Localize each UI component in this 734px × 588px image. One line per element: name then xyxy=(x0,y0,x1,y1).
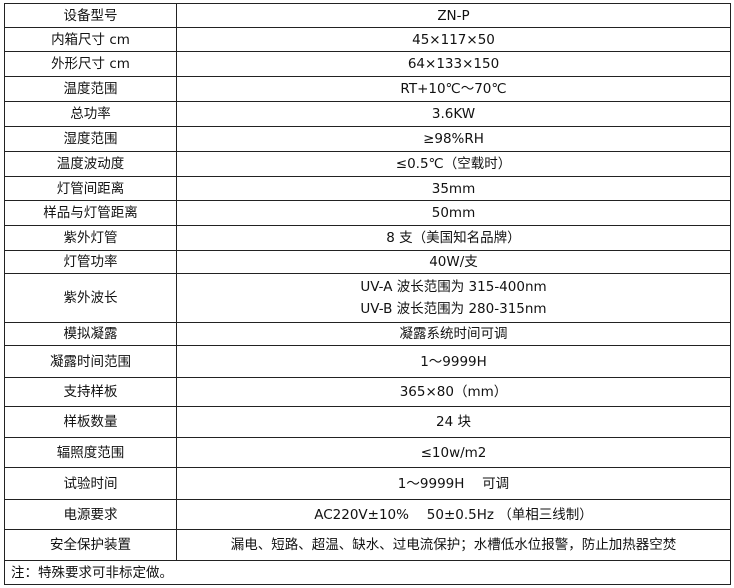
spec-value: 8 支（美国知名品牌） xyxy=(176,225,731,251)
spec-value: ≤0.5℃（空载时） xyxy=(176,151,731,177)
table-row: 辐照度范围 ≤10w/m2 xyxy=(4,437,731,468)
spec-label: 灯管间距离 xyxy=(4,176,177,201)
spec-label: 总功率 xyxy=(4,101,177,127)
spec-label: 外形尺寸 cm xyxy=(4,51,177,77)
spec-value: RT+10℃～70℃ xyxy=(176,76,731,102)
spec-value: 3.6KW xyxy=(176,101,731,127)
spec-label: 紫外波长 xyxy=(4,273,177,323)
spec-label: 温度范围 xyxy=(4,76,177,102)
spec-value: 40W/支 xyxy=(176,250,731,274)
table-row: 支持样板 365×80（mm） xyxy=(4,377,731,407)
spec-value: 50mm xyxy=(176,200,731,226)
spec-value: UV-A 波长范围为 315-400nm UV-B 波长范围为 280-315nm xyxy=(176,273,731,323)
table-row: 湿度范围 ≥98%RH xyxy=(4,126,731,152)
table-row: 模拟凝露 凝露系统时间可调 xyxy=(4,322,731,346)
note-row: 注：特殊要求可非标定做。 xyxy=(4,560,731,585)
table-row: 灯管间距离 35mm xyxy=(4,176,731,201)
spec-value: ≤10w/m2 xyxy=(176,437,731,468)
table-row: 灯管功率 40W/支 xyxy=(4,250,731,274)
spec-value: ≥98%RH xyxy=(176,126,731,152)
spec-label: 设备型号 xyxy=(4,3,177,28)
spec-label: 灯管功率 xyxy=(4,250,177,274)
spec-value: 凝露系统时间可调 xyxy=(176,322,731,346)
spec-label: 凝露时间范围 xyxy=(4,345,177,378)
spec-label: 电源要求 xyxy=(4,499,177,530)
spec-label: 安全保护装置 xyxy=(4,529,177,561)
spec-value: 漏电、短路、超温、缺水、过电流保护；水槽低水位报警，防止加热器空焚 xyxy=(176,529,731,561)
spec-label: 紫外灯管 xyxy=(4,225,177,251)
spec-value-line: UV-A 波长范围为 315-400nm xyxy=(360,279,547,295)
spec-value: AC220V±10% 50±0.5Hz （单相三线制） xyxy=(176,499,731,530)
table-row: 样板数量 24 块 xyxy=(4,406,731,438)
table-row: 凝露时间范围 1～9999H xyxy=(4,345,731,378)
table-row: 电源要求 AC220V±10% 50±0.5Hz （单相三线制） xyxy=(4,499,731,530)
spec-label: 内箱尺寸 cm xyxy=(4,27,177,52)
spec-label: 试验时间 xyxy=(4,467,177,500)
table-row: 紫外灯管 8 支（美国知名品牌） xyxy=(4,225,731,251)
table-row: 设备型号 ZN-P xyxy=(4,3,731,28)
spec-label: 样品与灯管距离 xyxy=(4,200,177,226)
spec-value: 64×133×150 xyxy=(176,51,731,77)
spec-value: 35mm xyxy=(176,176,731,201)
table-row: 温度波动度 ≤0.5℃（空载时） xyxy=(4,151,731,177)
spec-value-line: UV-B 波长范围为 280-315nm xyxy=(360,301,547,317)
spec-value: 45×117×50 xyxy=(176,27,731,52)
table-row: 试验时间 1～9999H 可调 xyxy=(4,467,731,500)
spec-value: 1～9999H xyxy=(176,345,731,378)
table-row: 紫外波长 UV-A 波长范围为 315-400nm UV-B 波长范围为 280-3… xyxy=(4,273,731,323)
spec-value: 365×80（mm） xyxy=(176,377,731,407)
spec-value: 24 块 xyxy=(176,406,731,438)
spec-label: 湿度范围 xyxy=(4,126,177,152)
table-row: 总功率 3.6KW xyxy=(4,101,731,127)
spec-value: 1～9999H 可调 xyxy=(176,467,731,500)
table-row: 样品与灯管距离 50mm xyxy=(4,200,731,226)
table-row: 安全保护装置 漏电、短路、超温、缺水、过电流保护；水槽低水位报警，防止加热器空焚 xyxy=(4,529,731,561)
spec-label: 支持样板 xyxy=(4,377,177,407)
spec-label: 辐照度范围 xyxy=(4,437,177,468)
note-text: 注：特殊要求可非标定做。 xyxy=(4,560,731,585)
table-row: 内箱尺寸 cm 45×117×50 xyxy=(4,27,731,52)
spec-table: 设备型号 ZN-P 内箱尺寸 cm 45×117×50 外形尺寸 cm 64×133×15… xyxy=(4,3,731,585)
table-row: 温度范围 RT+10℃～70℃ xyxy=(4,76,731,102)
spec-label: 模拟凝露 xyxy=(4,322,177,346)
spec-label: 样板数量 xyxy=(4,406,177,438)
spec-label: 温度波动度 xyxy=(4,151,177,177)
table-row: 外形尺寸 cm 64×133×150 xyxy=(4,51,731,77)
spec-value: ZN-P xyxy=(176,3,731,28)
